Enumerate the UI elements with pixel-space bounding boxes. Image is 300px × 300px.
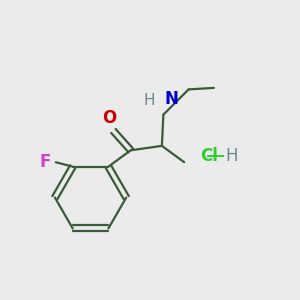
Text: F: F (39, 153, 50, 171)
Text: H: H (144, 93, 155, 108)
Text: Cl: Cl (200, 147, 218, 165)
Text: H: H (226, 147, 238, 165)
Text: N: N (165, 90, 179, 108)
Text: O: O (102, 109, 116, 127)
